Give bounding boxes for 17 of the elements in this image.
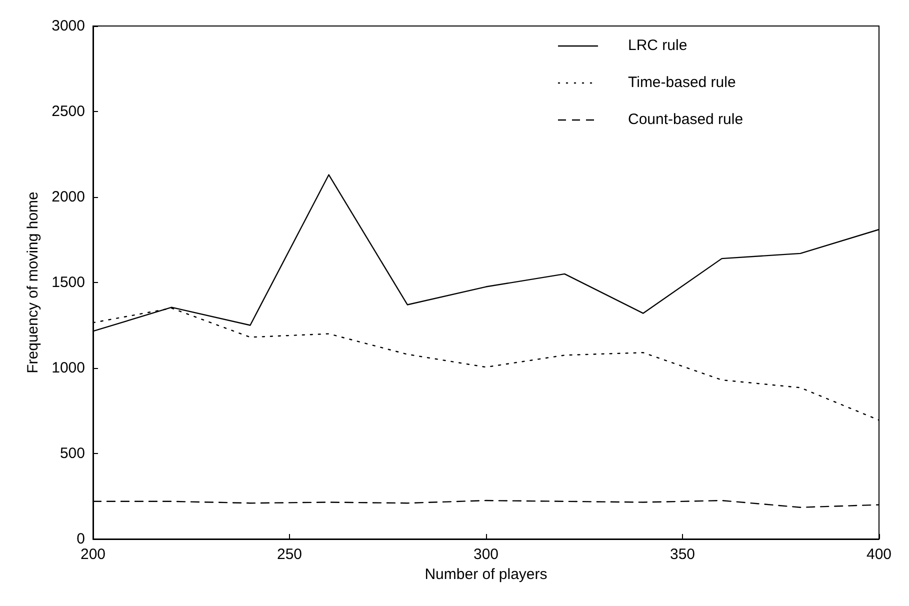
legend-label: Count-based rule: [628, 111, 744, 128]
y-tick-label: 2500: [52, 103, 85, 120]
x-axis-title: Number of players: [424, 566, 548, 583]
y-tick-label: 1500: [52, 274, 85, 291]
x-tick-label: 300: [473, 546, 499, 563]
legend-label: Time-based rule: [628, 74, 736, 91]
y-tick-label: 500: [60, 445, 85, 462]
y-tick-label: 0: [76, 530, 85, 548]
x-tick-label: 200: [80, 546, 106, 563]
y-tick-label: 2000: [52, 188, 85, 206]
x-tick-label: 400: [866, 546, 892, 563]
x-tick-label: 350: [670, 546, 696, 563]
y-tick-label: 3000: [52, 18, 85, 34]
legend-label: LRC rule: [628, 37, 688, 54]
x-tick-label: 250: [276, 546, 302, 563]
y-tick-label: 1000: [52, 360, 85, 376]
y-axis-title: Frequency of moving home: [24, 192, 42, 374]
